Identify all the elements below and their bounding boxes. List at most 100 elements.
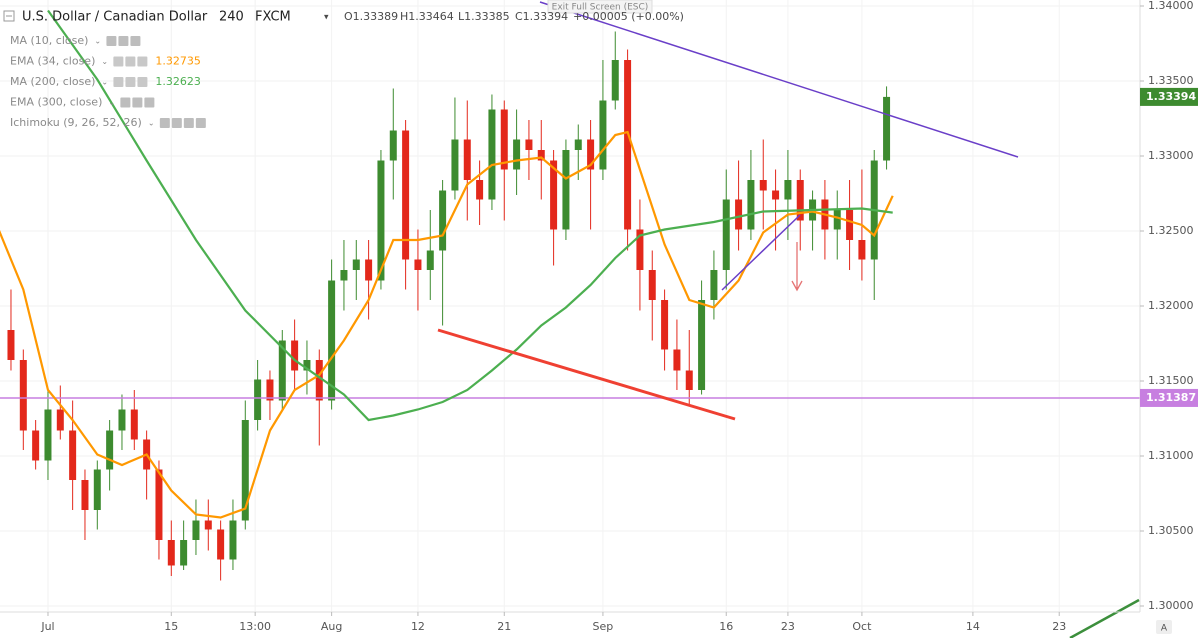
candle-body bbox=[217, 529, 225, 560]
candle-body bbox=[562, 150, 570, 230]
legend-value: 1.32623 bbox=[155, 75, 201, 88]
candle-body bbox=[500, 109, 508, 170]
candle-body bbox=[69, 430, 77, 480]
candle-body bbox=[328, 280, 336, 401]
legend-icon bbox=[130, 36, 141, 46]
candle-body bbox=[377, 160, 385, 281]
x-tick-label: 13:00 bbox=[239, 620, 271, 633]
y-tick-label: 1.33500 bbox=[1148, 74, 1194, 87]
candle-body bbox=[254, 379, 262, 420]
candle-body bbox=[426, 250, 434, 270]
candle-body bbox=[550, 160, 558, 230]
legend-icon bbox=[113, 56, 124, 67]
candle-body bbox=[229, 520, 237, 560]
trendline bbox=[437, 328, 736, 421]
trendline bbox=[1069, 598, 1140, 638]
candle-body bbox=[93, 469, 101, 510]
candle-body bbox=[266, 379, 274, 401]
candle-body bbox=[352, 259, 360, 270]
candle-body bbox=[685, 370, 693, 390]
legend-icon bbox=[132, 97, 143, 108]
collapse-icon[interactable] bbox=[3, 10, 15, 22]
legend-icon bbox=[137, 77, 148, 87]
legend-dropdown: ⌄ bbox=[94, 37, 101, 46]
x-tick-label: Oct bbox=[852, 620, 872, 633]
candle-body bbox=[278, 340, 286, 401]
legend-entry: MA (200, close) bbox=[10, 75, 95, 88]
ohlc-open: O1.33389 bbox=[344, 10, 398, 23]
legend-icon bbox=[118, 36, 129, 46]
candle-body bbox=[32, 430, 40, 461]
change: +0.00005 (+0.00%) bbox=[573, 10, 684, 23]
candle-body bbox=[673, 349, 681, 371]
candle-body bbox=[858, 240, 866, 260]
legend-value: 1.32735 bbox=[155, 55, 201, 68]
candle-body bbox=[155, 469, 163, 540]
candle-body bbox=[698, 300, 706, 390]
legend-icon bbox=[159, 118, 170, 128]
candle-body bbox=[796, 180, 804, 221]
candle-body bbox=[488, 109, 496, 200]
source: FXCM bbox=[255, 10, 291, 25]
legend-icon bbox=[171, 118, 182, 128]
legend-icon bbox=[113, 77, 124, 87]
legend-icon bbox=[195, 118, 206, 128]
plot-area bbox=[0, 0, 1140, 612]
arrow bbox=[791, 242, 803, 292]
legend-dropdown: ⌄ bbox=[101, 57, 108, 66]
legend-icon bbox=[183, 118, 194, 128]
y-tick-label: 1.33000 bbox=[1148, 149, 1194, 162]
dropdown[interactable]: ▾ bbox=[324, 13, 329, 23]
candle-body bbox=[784, 180, 792, 200]
auto-scale-label: A bbox=[1161, 624, 1168, 634]
x-tick-label: Aug bbox=[321, 620, 342, 633]
x-tick-label: 21 bbox=[497, 620, 511, 633]
price-axis bbox=[1140, 0, 1201, 638]
auto-scale-button[interactable] bbox=[1156, 620, 1172, 634]
candle-body bbox=[537, 150, 545, 161]
x-tick-label: 15 bbox=[164, 620, 178, 633]
candle-body bbox=[192, 520, 200, 540]
legend-dropdown: ⌄ bbox=[101, 78, 108, 87]
candle-body bbox=[56, 409, 64, 431]
ohlc-high: H1.33464 bbox=[400, 10, 454, 23]
candle-body bbox=[241, 420, 249, 521]
legend-dropdown: ⌄ bbox=[148, 119, 155, 128]
candle-body bbox=[315, 360, 323, 401]
candle-body bbox=[81, 480, 89, 510]
candle-body bbox=[180, 540, 188, 566]
price-tag bbox=[1140, 388, 1198, 407]
candle-body bbox=[710, 270, 718, 300]
legend-icon bbox=[137, 56, 148, 67]
candle-body bbox=[574, 139, 582, 150]
legend-entry: EMA (300, close) bbox=[10, 96, 102, 109]
candle-body bbox=[414, 259, 422, 270]
price-tag bbox=[1140, 87, 1198, 106]
tooltip bbox=[547, 0, 653, 14]
candle-body bbox=[772, 190, 780, 200]
candle-body bbox=[130, 409, 138, 440]
candle-body bbox=[883, 96, 891, 161]
candle-body bbox=[204, 520, 212, 530]
candle-body bbox=[291, 340, 299, 371]
candle-body bbox=[451, 139, 459, 191]
y-tick-label: 1.31000 bbox=[1148, 449, 1194, 462]
interval: 240 bbox=[219, 10, 244, 25]
candle-body bbox=[365, 259, 373, 281]
trendline bbox=[721, 214, 801, 291]
candle-body bbox=[599, 100, 607, 170]
y-tick-label: 1.32000 bbox=[1148, 299, 1194, 312]
legend-entry: MA (10, close) bbox=[10, 34, 88, 47]
tooltip-text: Exit Full Screen (ESC) bbox=[552, 3, 649, 13]
x-tick-label: 23 bbox=[781, 620, 795, 633]
x-tick-label: Jul bbox=[40, 620, 54, 633]
candle-body bbox=[106, 430, 114, 470]
legend-entry: Ichimoku (9, 26, 52, 26) bbox=[10, 116, 142, 129]
candle-body bbox=[7, 330, 15, 360]
y-tick-label: 1.32500 bbox=[1148, 224, 1194, 237]
trendline bbox=[539, 1, 1019, 158]
candle-body bbox=[389, 130, 397, 161]
symbol: U.S. Dollar / Canadian Dollar bbox=[22, 10, 208, 25]
x-tick-label: Sep bbox=[593, 620, 614, 633]
candle-body bbox=[846, 210, 854, 240]
